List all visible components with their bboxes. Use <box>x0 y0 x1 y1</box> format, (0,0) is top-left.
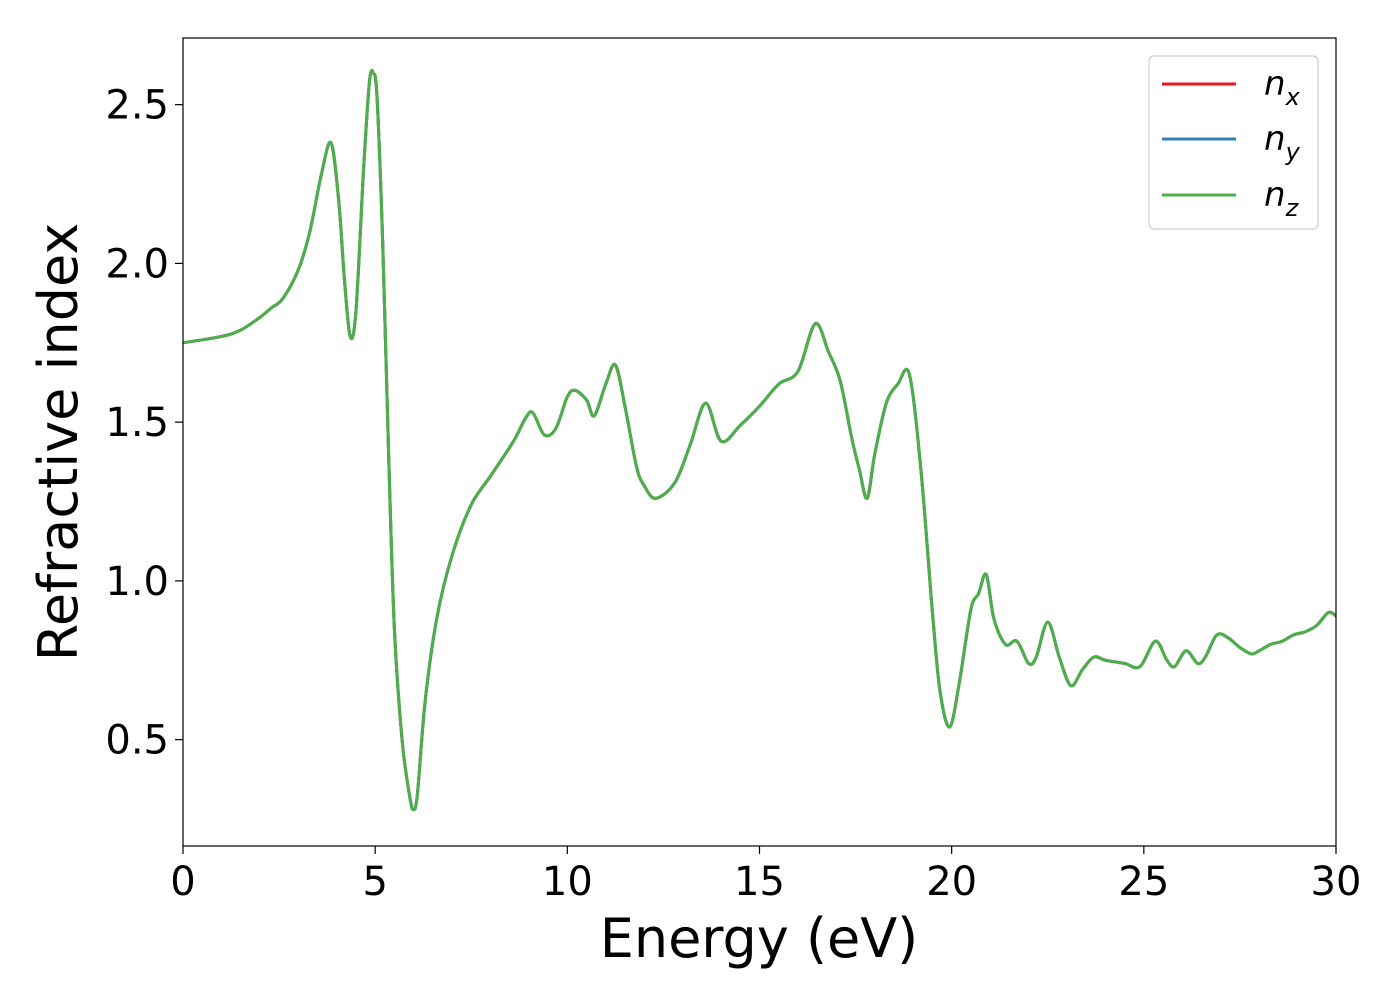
legend-label-n-x: nx <box>1264 64 1301 111</box>
x-tick-label: 30 <box>1311 859 1362 905</box>
x-tick-label: 20 <box>926 859 977 905</box>
x-tick-label: 25 <box>1118 859 1169 905</box>
legend-box <box>1148 55 1319 230</box>
series-line-n-z <box>183 69 1336 812</box>
y-axis-title: Refractive index <box>27 223 90 662</box>
y-tick-label: 1.0 <box>105 559 169 605</box>
y-tick-label: 2.0 <box>105 241 169 287</box>
x-tick-label: 5 <box>362 859 387 905</box>
legend: nx ny nz <box>1148 55 1319 230</box>
y-tick-label: 0.5 <box>105 718 169 764</box>
y-axis: 0.5 1.0 1.5 2.0 2.5 <box>105 83 183 764</box>
x-axis-title: Energy (eV) <box>600 907 919 970</box>
legend-label-n-y: ny <box>1264 119 1301 166</box>
x-tick-label: 15 <box>734 859 785 905</box>
y-tick-label: 2.5 <box>105 83 169 129</box>
series-layer <box>183 69 1336 812</box>
y-tick-label: 1.5 <box>105 400 169 446</box>
legend-label-n-z: nz <box>1264 175 1300 222</box>
x-tick-label: 0 <box>170 859 195 905</box>
x-tick-label: 10 <box>542 859 593 905</box>
x-axis: 0 5 10 15 20 25 30 <box>170 846 1361 905</box>
